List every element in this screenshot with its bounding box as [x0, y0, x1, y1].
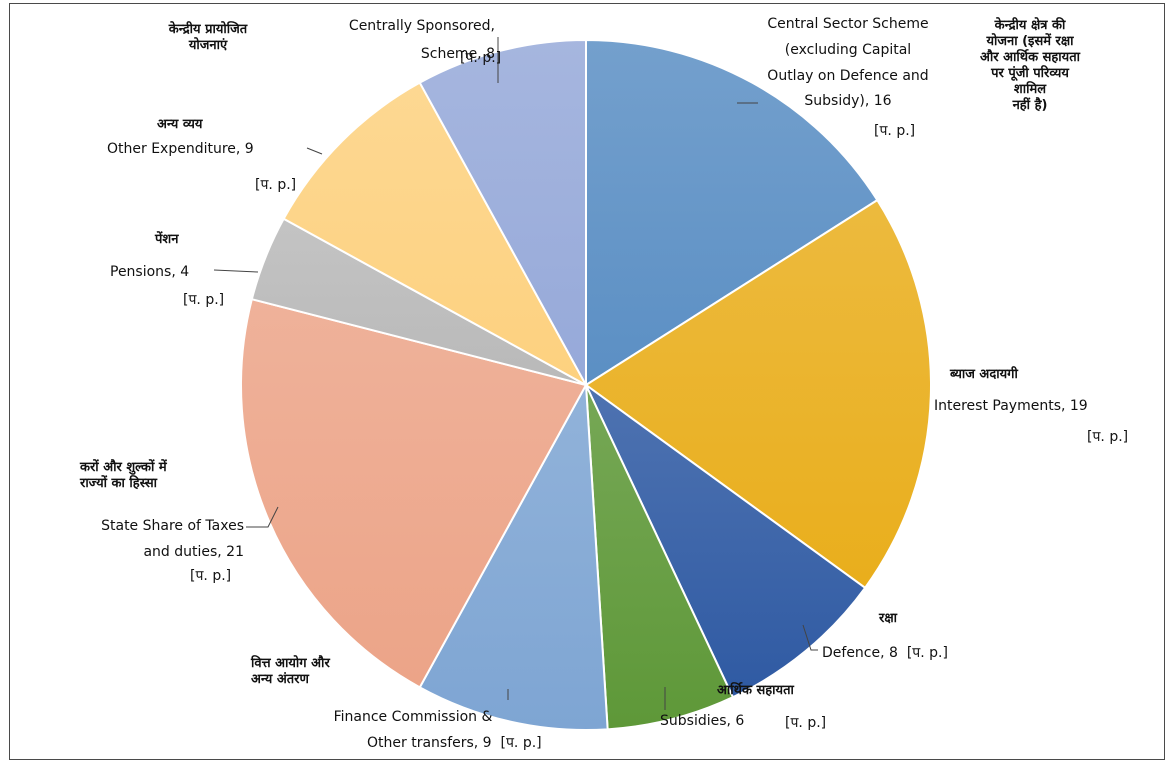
label-pensions-en: Pensions, 4 — [110, 264, 190, 280]
label-central-sector-hi: केन्द्रीय क्षेत्र की योजना (इसमें रक्षा … — [980, 18, 1080, 113]
pie-slice-state-share-of-taxes-and-duties — [240, 297, 588, 689]
leader-line-other-exp — [306, 147, 323, 155]
label-defence-hi: रक्षा — [879, 611, 898, 626]
label-central-sector-pp: [प. p.] — [874, 123, 916, 139]
pie-slice-subsidies — [585, 384, 735, 731]
label-pensions-pp: [प. p.] — [183, 292, 225, 308]
label-other-exp-pp: [प. p.] — [255, 177, 297, 193]
label-subsidies-en: Subsidies, 6 — [660, 713, 745, 729]
label-subsidies-pp: [प. p.] — [785, 715, 827, 731]
label-central-sector-en: Central Sector Scheme (excluding Capital… — [767, 16, 929, 109]
label-state-share-en: State Share of Taxes and duties, 21 — [101, 518, 244, 560]
pie-slice-defence — [585, 384, 867, 699]
label-interest-en: Interest Payments, 19 — [934, 398, 1088, 414]
label-pensions-hi: पेंशन — [155, 232, 179, 247]
label-centrally-sponsored-hi: केन्द्रीय प्रायोजित योजनाएं — [168, 22, 248, 53]
label-defence-en: Defence, 8 [प. p.] — [822, 645, 948, 661]
pie-slice-central-sector-scheme-excluding-capital-outlay-on-defence-and-subsidy — [585, 38, 879, 387]
leader-line-pensions — [213, 269, 259, 273]
label-finance-en: Finance Commission & — [333, 709, 493, 725]
label-subsidies-hi: आर्थिक सहायता — [717, 683, 794, 698]
leader-line-state-share — [246, 506, 279, 528]
label-finance-hi: वित्त आयोग और अन्य अंतरण — [251, 656, 330, 687]
label-interest-pp: [प. p.] — [1087, 429, 1129, 445]
label-other-exp-hi: अन्य व्यय — [157, 117, 203, 132]
pie-slice-other-expenditure — [282, 81, 589, 388]
pie-slice-finance-commission-other-transfers — [418, 381, 609, 731]
label-state-share-pp: [प. p.] — [190, 568, 232, 584]
label-state-share-hi: करों और शुल्कों में राज्यों का हिस्सा — [80, 460, 167, 491]
label-centrally-sponsored-en: Centrally Sponsored, Scheme, 8 — [348, 18, 495, 62]
pie-slice-centrally-sponsored-scheme — [418, 38, 587, 386]
label-finance-en2: Other transfers, 9 [प. p.] — [367, 735, 542, 751]
leader-line-defence — [802, 624, 818, 651]
pie-slice-interest-payments — [584, 198, 932, 590]
label-interest-hi: ब्याज अदायगी — [950, 367, 1018, 382]
label-centrally-sponsored-pp: [प. p.] — [460, 50, 502, 66]
label-other-exp-en: Other Expenditure, 9 — [107, 141, 254, 157]
